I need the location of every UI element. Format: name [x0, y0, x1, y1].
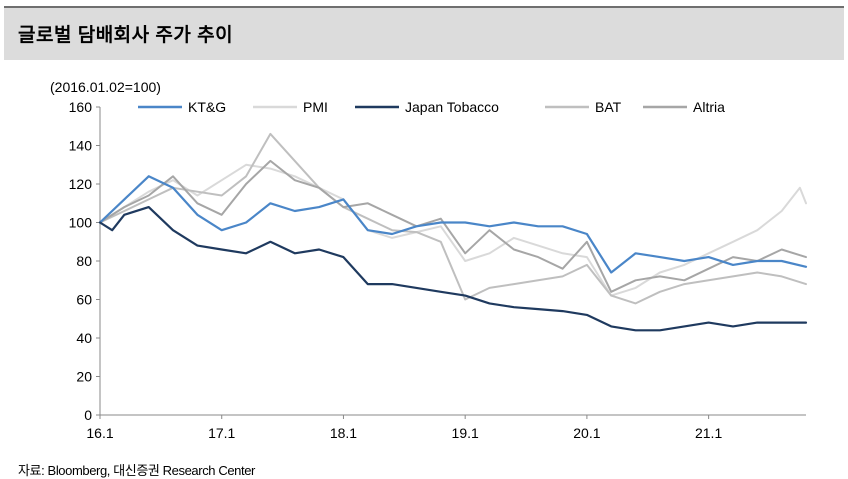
y-tick-label: 120: [69, 176, 93, 192]
series-line-pmi: [99, 163, 807, 297]
y-tick-label: 0: [84, 407, 92, 423]
x-tick-label: 20.1: [573, 425, 600, 441]
legend-label-bat: BAT: [595, 99, 622, 115]
y-tick-label: 80: [76, 253, 92, 269]
x-tick-label: 21.1: [695, 425, 722, 441]
page-title: 글로벌 담배회사 주가 추이: [18, 25, 234, 46]
x-tick-label: 16.1: [86, 425, 113, 441]
y-tick-label: 140: [69, 138, 93, 154]
x-tick-label: 19.1: [452, 425, 479, 441]
header-bar: 글로벌 담배회사 주가 추이: [0, 0, 848, 60]
legend-label-altria: Altria: [693, 99, 725, 115]
y-tick-label: 160: [69, 99, 93, 115]
baseline-note: (2016.01.02=100): [50, 79, 161, 95]
header-background: [4, 6, 844, 60]
y-tick-label: 60: [76, 292, 92, 308]
x-tick-label: 18.1: [330, 425, 357, 441]
y-tick-label: 20: [76, 369, 92, 385]
legend-label-pmi: PMI: [303, 99, 328, 115]
legend-label-kt-g: KT&G: [188, 99, 226, 115]
header-top-rule: [4, 6, 844, 8]
series-line-japan-tobacco: [98, 206, 808, 332]
y-tick-label: 100: [69, 215, 93, 231]
series-line-kt-g: [98, 175, 808, 274]
source-note: 자료: Bloomberg, 대신증권 Research Center: [18, 463, 255, 478]
legend-label-japan-tobacco: Japan Tobacco: [405, 99, 499, 115]
x-tick-label: 17.1: [208, 425, 235, 441]
series-line-altria: [99, 159, 807, 293]
series-line-bat: [99, 132, 807, 305]
y-tick-label: 40: [76, 330, 92, 346]
